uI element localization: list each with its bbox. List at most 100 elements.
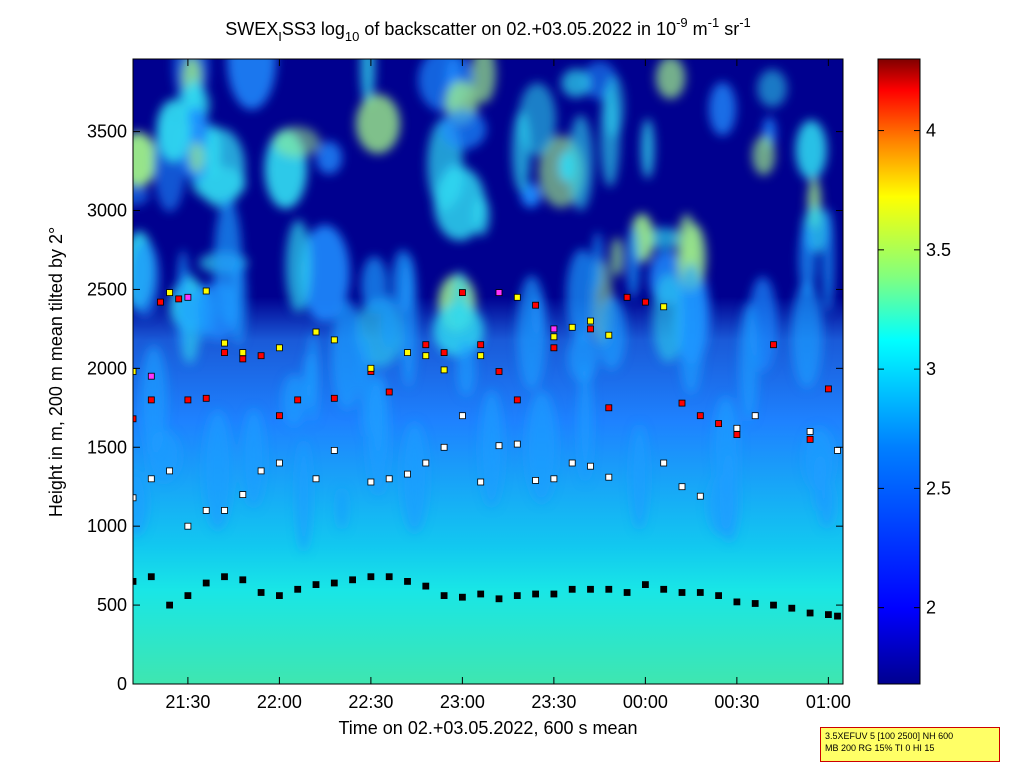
marker-black	[275, 592, 283, 599]
marker-red	[458, 289, 466, 297]
plume	[188, 141, 205, 174]
marker-magenta	[184, 293, 192, 301]
marker-red	[715, 420, 722, 428]
y-axis-label: Height in m, 200 m mean tilted by 2°	[46, 227, 66, 517]
marker-white	[532, 476, 539, 484]
plume	[652, 273, 685, 363]
marker-red	[385, 388, 393, 396]
marker-red	[257, 352, 265, 360]
x-axis-label: Time on 02.+03.05.2022, 600 s mean	[338, 718, 637, 738]
plume	[295, 440, 312, 553]
marker-white	[477, 478, 485, 486]
marker-white	[257, 467, 265, 475]
plume	[133, 185, 150, 206]
marker-magenta	[495, 289, 503, 297]
marker-black	[532, 590, 539, 598]
colorbar-tick-label: 2	[926, 598, 936, 618]
marker-white	[133, 494, 137, 502]
marker-red	[696, 412, 704, 420]
marker-black	[147, 573, 155, 581]
plume	[818, 482, 835, 528]
marker-white	[587, 462, 594, 470]
marker-white	[275, 459, 283, 467]
heatmap-background	[133, 59, 843, 684]
marker-red	[623, 293, 631, 301]
marker-yellow	[239, 349, 247, 357]
plume	[567, 333, 598, 383]
marker-red	[770, 341, 777, 349]
plume	[471, 59, 496, 104]
plume	[479, 390, 504, 508]
marker-black	[367, 573, 375, 581]
plume	[359, 336, 372, 437]
x-tick-label: 22:00	[257, 692, 302, 712]
marker-red	[175, 295, 183, 303]
plume	[677, 262, 704, 395]
marker-white	[733, 424, 741, 432]
marker-black	[330, 579, 338, 587]
plume	[451, 271, 469, 332]
marker-black	[751, 600, 759, 607]
marker-black	[133, 578, 137, 585]
y-tick-label: 1000	[87, 516, 127, 536]
plume	[798, 223, 817, 296]
marker-black	[788, 604, 796, 612]
marker-red	[422, 341, 430, 349]
colorbar-tick-label: 3	[926, 359, 936, 379]
marker-red	[202, 394, 210, 402]
marker-black	[623, 589, 631, 596]
marker-red	[605, 404, 613, 412]
plume	[300, 224, 350, 323]
marker-black	[715, 592, 722, 599]
x-tick-label: 00:00	[623, 692, 668, 712]
x-tick-label: 22:30	[348, 692, 393, 712]
plume	[708, 82, 737, 136]
marker-red	[133, 415, 137, 423]
plume	[434, 166, 486, 241]
marker-magenta	[550, 325, 558, 333]
marker-black	[696, 589, 704, 596]
plume	[285, 219, 312, 313]
plume	[795, 120, 827, 180]
plume	[439, 109, 487, 150]
marker-white	[513, 440, 521, 448]
colorbar-tick-label: 3.5	[926, 240, 951, 260]
plume	[204, 124, 222, 178]
marker-red	[495, 368, 503, 375]
plume	[360, 59, 376, 107]
marker-red	[733, 431, 741, 439]
info-line-1: 3.5XEFUV 5 [100 2500] NH 600	[825, 731, 954, 741]
marker-white	[568, 459, 576, 467]
marker-black	[806, 609, 814, 617]
plume	[230, 256, 247, 346]
marker-red	[587, 325, 594, 333]
plume	[355, 94, 401, 154]
y-tick-label: 1500	[87, 437, 127, 457]
marker-white	[166, 467, 174, 475]
chart-title: SWEXISS3 log10 of backscatter on 02.+03.…	[225, 15, 751, 44]
marker-black	[294, 585, 302, 593]
plume	[521, 183, 541, 208]
plume	[518, 82, 557, 156]
marker-white	[751, 412, 759, 420]
marker-black	[221, 573, 228, 581]
plume	[399, 255, 418, 388]
plume	[610, 237, 624, 277]
marker-red	[678, 399, 686, 407]
x-tick-label: 21:30	[165, 692, 210, 712]
plume	[752, 135, 776, 176]
plume	[331, 301, 363, 411]
plume	[176, 249, 190, 349]
plume	[641, 118, 655, 179]
x-tick-label: 23:30	[531, 692, 576, 712]
plume	[568, 114, 594, 211]
marker-black	[495, 595, 503, 603]
plume	[146, 430, 181, 482]
y-tick-label: 0	[117, 674, 127, 694]
marker-black	[770, 601, 777, 609]
plume	[133, 241, 161, 318]
marker-red	[642, 298, 649, 306]
marker-white	[184, 522, 192, 530]
marker-black	[422, 582, 430, 590]
marker-white	[806, 428, 814, 435]
